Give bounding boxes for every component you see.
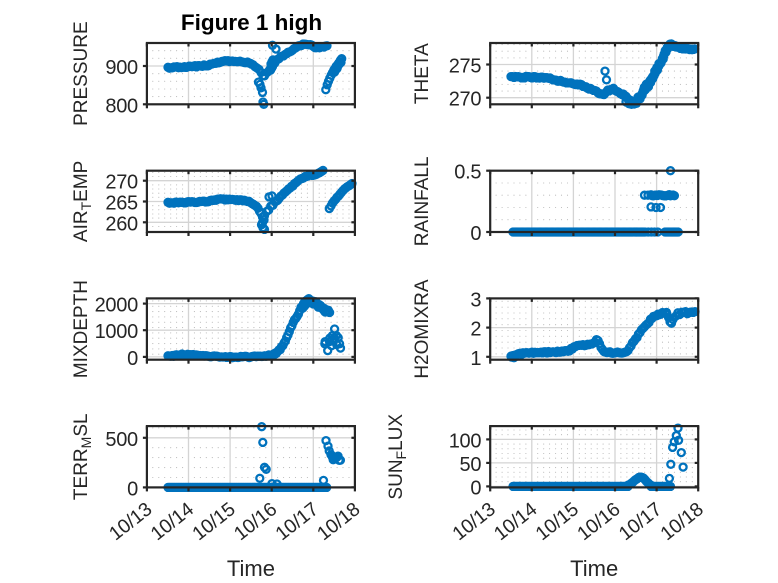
svg-text:Time: Time bbox=[570, 556, 618, 581]
svg-text:THETA: THETA bbox=[412, 43, 433, 104]
svg-text:RAINFALL: RAINFALL bbox=[412, 156, 433, 246]
svg-text:Time: Time bbox=[227, 556, 275, 581]
svg-text:2000: 2000 bbox=[95, 295, 138, 317]
svg-text:1: 1 bbox=[470, 348, 481, 370]
svg-text:0: 0 bbox=[470, 477, 481, 499]
svg-text:900: 900 bbox=[105, 57, 138, 79]
svg-text:Figure 1 high: Figure 1 high bbox=[181, 10, 322, 35]
svg-text:50: 50 bbox=[460, 454, 482, 476]
svg-text:AIRTEMP: AIRTEMP bbox=[71, 161, 94, 242]
svg-text:MIXDEPTH: MIXDEPTH bbox=[71, 280, 92, 378]
svg-text:260: 260 bbox=[105, 213, 138, 235]
svg-text:3: 3 bbox=[470, 289, 481, 311]
svg-text:1000: 1000 bbox=[95, 321, 138, 343]
svg-text:SUNFLUX: SUNFLUX bbox=[386, 414, 409, 500]
svg-text:275: 275 bbox=[449, 56, 482, 78]
svg-text:100: 100 bbox=[449, 430, 482, 452]
svg-text:PRESSURE: PRESSURE bbox=[71, 21, 92, 126]
svg-text:0: 0 bbox=[127, 348, 138, 370]
svg-text:270: 270 bbox=[449, 89, 482, 111]
svg-text:265: 265 bbox=[105, 193, 138, 215]
svg-text:0.5: 0.5 bbox=[454, 162, 481, 184]
svg-text:800: 800 bbox=[105, 95, 138, 117]
svg-text:270: 270 bbox=[105, 172, 138, 194]
svg-text:500: 500 bbox=[105, 429, 138, 451]
svg-text:2: 2 bbox=[470, 319, 481, 341]
svg-text:0: 0 bbox=[470, 223, 481, 245]
svg-text:H2OMIXRA: H2OMIXRA bbox=[412, 279, 433, 379]
svg-text:0: 0 bbox=[127, 478, 138, 500]
svg-text:TERRMSL: TERRMSL bbox=[71, 413, 94, 500]
